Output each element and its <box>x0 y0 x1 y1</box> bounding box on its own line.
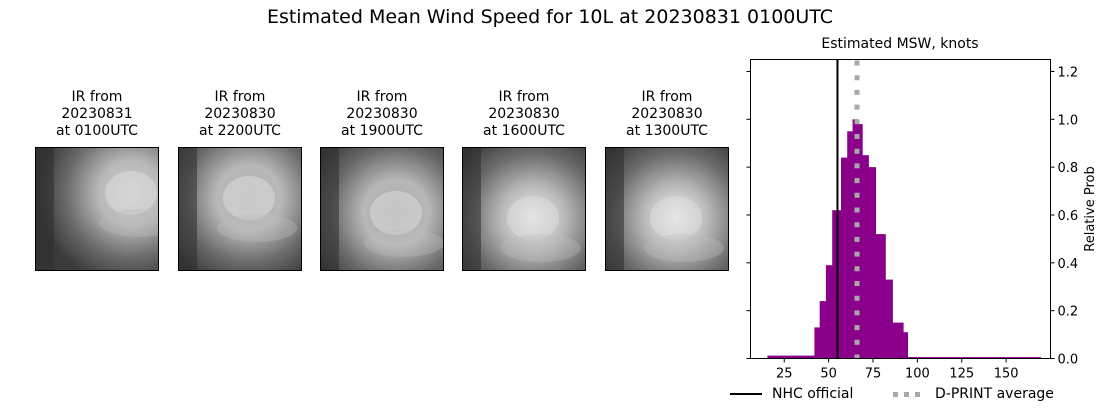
ir-panel-title: IR from 20230830 at 1900UTC <box>312 89 452 140</box>
ir-panel-title-line: IR from <box>498 89 550 105</box>
satellite-ir-image-icon <box>462 147 586 271</box>
ir-panel-title: IR from 20230830 at 1600UTC <box>454 89 594 140</box>
x-tick-label: 100 <box>905 367 930 382</box>
x-tick-label: 125 <box>949 367 974 382</box>
satellite-ir-image-icon <box>605 147 729 271</box>
y-axis-label: Relative Prob <box>1083 166 1098 251</box>
ir-panel-title-line: at 1600UTC <box>483 123 565 139</box>
ir-panel-title-line: 20230830 <box>346 106 418 122</box>
solid-line-icon <box>730 393 762 395</box>
histogram-bar <box>862 155 869 359</box>
legend-dprint-average: D-PRINT average <box>893 386 1054 402</box>
ir-panel-title: IR from 20230831 at 0100UTC <box>27 89 167 140</box>
ir-panel-title-line: IR from <box>356 89 408 105</box>
histogram-bar <box>903 332 908 359</box>
x-tick-label: 50 <box>820 367 837 382</box>
y-tick-label: 0.6 <box>1058 209 1079 224</box>
y-tick-label: 1.0 <box>1058 113 1079 128</box>
histogram-bar <box>814 327 821 359</box>
histogram-bar <box>868 167 876 359</box>
x-tick-label: 25 <box>776 367 793 382</box>
ir-panel-title: IR from 20230830 at 2200UTC <box>170 89 310 140</box>
y-tick-label: 0.8 <box>1058 161 1079 176</box>
legend-label: NHC official <box>772 386 854 402</box>
legend-nhc-official: NHC official <box>730 386 853 402</box>
ir-panel-title-line: 20230830 <box>631 106 703 122</box>
ir-panel-title: IR from 20230830 at 1300UTC <box>597 89 737 140</box>
figure-title: Estimated Mean Wind Speed for 10L at 202… <box>266 6 834 28</box>
y-tick-label: 0.2 <box>1058 305 1079 320</box>
histogram-bar <box>825 265 833 359</box>
legend-label: D-PRINT average <box>935 386 1054 402</box>
ir-panel-title-line: IR from <box>641 89 693 105</box>
satellite-ir-image-icon <box>320 147 444 271</box>
x-tick-label: 75 <box>865 367 882 382</box>
ir-panel-title-line: at 2200UTC <box>199 123 281 139</box>
y-tick-label: 1.2 <box>1058 65 1079 80</box>
dotted-line-icon <box>893 391 925 397</box>
histogram-bar <box>892 322 904 359</box>
ir-panel-title-line: 20230831 <box>61 106 133 122</box>
x-tick-label: 150 <box>994 367 1019 382</box>
chart-title: Estimated MSW, knots <box>821 36 979 52</box>
histogram-bar <box>767 355 815 359</box>
ir-panel-title-line: 20230830 <box>204 106 276 122</box>
histogram-bar <box>819 301 827 359</box>
plot-frame <box>750 59 1051 359</box>
satellite-ir-image-icon <box>178 147 302 271</box>
ir-panel-title-line: at 0100UTC <box>56 123 138 139</box>
satellite-ir-image-icon <box>35 147 159 271</box>
ir-panel-title-line: 20230830 <box>488 106 560 122</box>
histogram-bar <box>847 131 853 359</box>
histogram-bar <box>857 124 863 359</box>
y-tick-label: 0.0 <box>1058 353 1079 368</box>
histogram-bar <box>841 157 848 359</box>
y-tick-label: 0.4 <box>1058 257 1079 272</box>
ir-panel-title-line: IR from <box>71 89 123 105</box>
ir-panel-title-line: at 1300UTC <box>626 123 708 139</box>
histogram-bar <box>875 234 886 359</box>
ir-panel-title-line: at 1900UTC <box>341 123 423 139</box>
histogram-bar <box>907 357 1042 359</box>
ir-panel-title-line: IR from <box>214 89 266 105</box>
histogram-bar <box>885 279 893 359</box>
